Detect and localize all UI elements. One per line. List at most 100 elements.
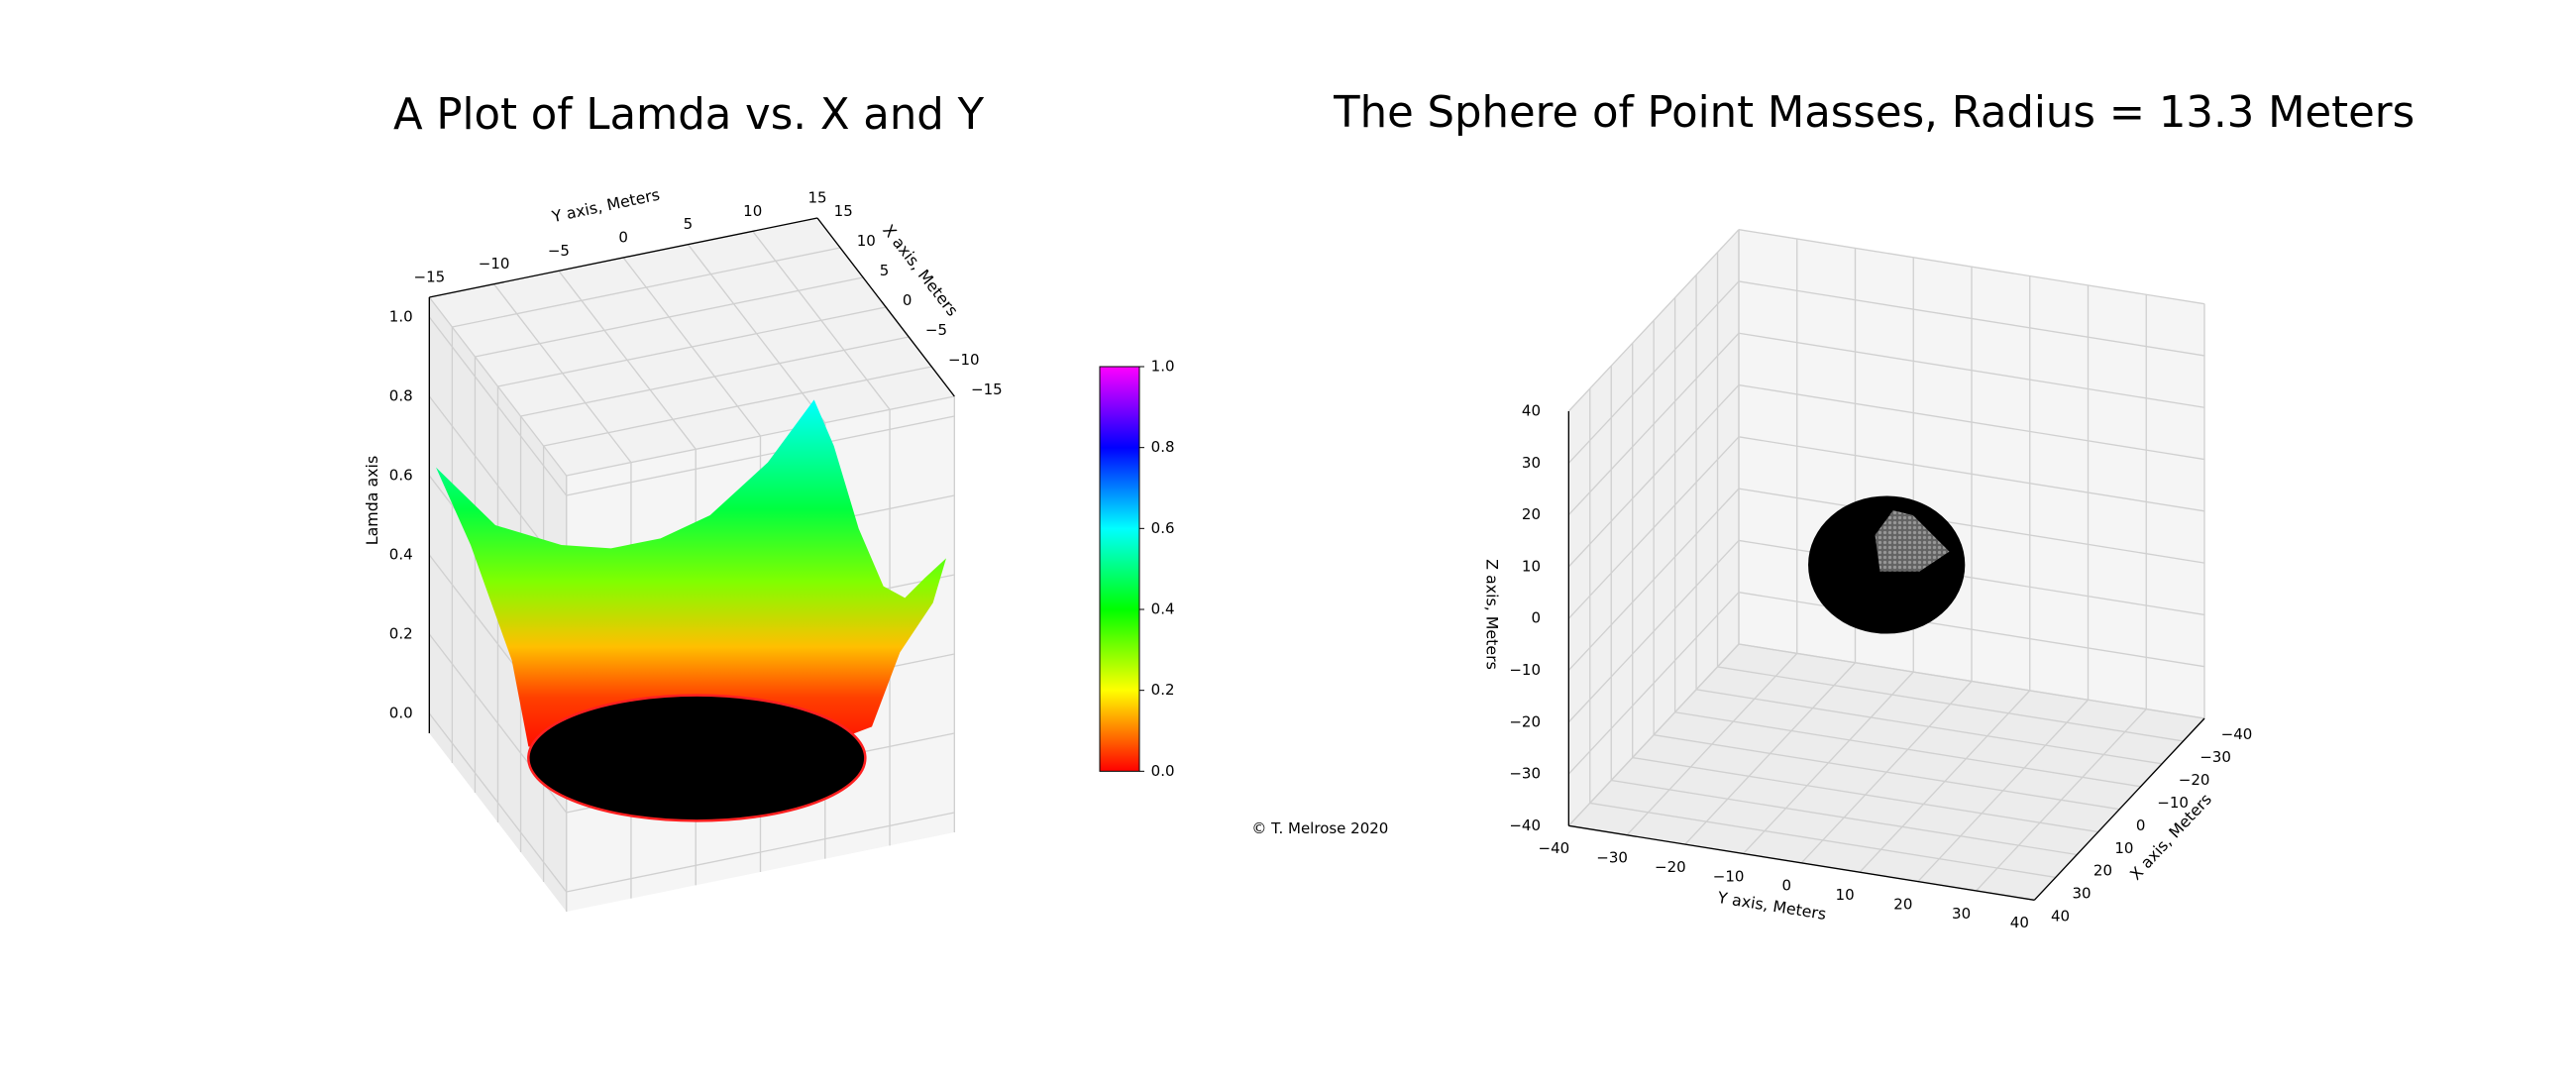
grid-line <box>1567 539 1740 723</box>
grid-line <box>1567 643 1740 826</box>
grid-line <box>1743 671 1914 854</box>
colorbar: 0.0 0.2 0.4 0.6 0.8 1.0 <box>1099 358 1175 780</box>
x-tick-label: 30 <box>2072 885 2091 903</box>
x-tick-label: 10 <box>2114 839 2133 857</box>
y-tick-label: −30 <box>1596 849 1628 867</box>
grid-line <box>1684 662 1856 845</box>
grid-line <box>1800 681 1973 864</box>
grid-line <box>1738 592 2205 668</box>
footer: © T. Melrose 2020 <box>1251 819 1388 837</box>
z-tick-label: 1.0 <box>389 308 413 326</box>
grid-line <box>428 316 568 496</box>
grid-line <box>1976 708 2147 892</box>
colorbar-tick-label: 0.8 <box>1151 438 1175 456</box>
colorbar-tick-label: 1.0 <box>1151 358 1175 376</box>
z-tick-label: 0.8 <box>389 387 413 405</box>
grid-line <box>1738 643 2205 719</box>
grid-line <box>1567 384 1740 568</box>
axis-line <box>1568 824 2035 901</box>
grid-line <box>493 283 632 464</box>
z-tick-label: 0.6 <box>389 467 413 485</box>
x-tick-label: −30 <box>2200 748 2231 766</box>
x-tick-label: −10 <box>948 351 980 369</box>
x-tick-label: 0 <box>903 291 912 309</box>
grid-line <box>1917 699 2089 883</box>
x-tick-label: 20 <box>2093 862 2112 880</box>
y-tick-label: 5 <box>684 215 694 233</box>
z-tick-label: 20 <box>1522 505 1541 523</box>
grid-line <box>1738 383 2205 461</box>
z-tick-label: −40 <box>1509 817 1541 834</box>
grid-line <box>687 244 826 424</box>
z-tick-label: −20 <box>1509 712 1541 730</box>
grid-line <box>1626 652 1798 836</box>
grid-line <box>428 712 568 893</box>
x-tick-label: 10 <box>857 232 876 250</box>
z-tick-label: 40 <box>1522 402 1541 420</box>
grid-line <box>1738 280 2205 357</box>
grid-line <box>1738 229 2205 305</box>
sphere-highlight <box>1875 510 1950 572</box>
z-tick-label: 0.0 <box>389 705 413 722</box>
grid-line <box>1859 690 2031 873</box>
y-tick-label: −10 <box>479 255 510 272</box>
grid-line <box>752 230 891 410</box>
y-tick-label: 10 <box>743 202 762 220</box>
z-tick-label: −30 <box>1509 765 1541 783</box>
y-tick-label: 20 <box>1893 895 1912 913</box>
surface-hole <box>527 694 867 822</box>
y-tick-label: 30 <box>1952 905 1971 923</box>
axis-label: Z axis, Meters <box>1483 559 1502 670</box>
colorbar-tick-label: 0.6 <box>1151 519 1175 537</box>
x-tick-label: −20 <box>2179 771 2210 789</box>
sphere-plot: −40−30−20−10010203040−40−30−20−100102030… <box>1483 229 2253 931</box>
grid-line <box>1567 280 1740 464</box>
axis-line <box>816 217 955 397</box>
y-tick-label: −5 <box>548 242 570 260</box>
y-tick-label: −10 <box>1713 867 1745 885</box>
surface <box>436 399 946 822</box>
z-tick-label: 0.2 <box>389 625 413 643</box>
x-tick-label: 40 <box>2051 908 2070 926</box>
grid-line <box>1738 332 2205 408</box>
y-tick-label: 10 <box>1836 886 1855 904</box>
grid-line <box>428 296 568 477</box>
x-tick-label: −10 <box>2157 794 2189 812</box>
grid-line <box>1567 436 1740 619</box>
grid-line <box>1567 592 1740 775</box>
y-tick-label: −20 <box>1655 858 1686 876</box>
grid-line <box>622 257 762 437</box>
grid-line <box>1567 332 1740 516</box>
y-tick-label: 0 <box>618 229 628 247</box>
grid-line <box>566 415 955 496</box>
grid-line <box>1738 436 2205 512</box>
colorbar-tick-label: 0.2 <box>1151 681 1175 699</box>
x-tick-label: 0 <box>2136 817 2146 834</box>
colorbar-tick-label: 0.0 <box>1151 762 1175 780</box>
chart-title: A Plot of Lamda vs. X and Y <box>393 90 985 140</box>
x-tick-label: −40 <box>2221 725 2253 743</box>
axis-line <box>429 217 818 298</box>
y-tick-label: −15 <box>414 269 446 286</box>
z-tick-label: 10 <box>1522 557 1541 575</box>
grid-line <box>1738 488 2205 564</box>
z-tick-label: 30 <box>1522 454 1541 472</box>
grid-line <box>558 270 697 450</box>
x-tick-label: 5 <box>880 262 890 279</box>
y-tick-label: 40 <box>2010 914 2029 931</box>
x-tick-label: 15 <box>834 202 853 220</box>
axis-line <box>2033 717 2205 901</box>
z-tick-label: 0.4 <box>389 546 413 564</box>
surface-patch <box>436 399 946 763</box>
colorbar-tick-label: 0.4 <box>1151 600 1175 618</box>
grid-line <box>1567 488 1740 671</box>
y-tick-label: 0 <box>1782 877 1792 895</box>
y-tick-label: −40 <box>1539 839 1570 857</box>
colorbar-bar <box>1099 366 1140 772</box>
x-tick-label: −15 <box>971 381 1003 398</box>
grid-line <box>566 812 955 893</box>
z-tick-label: −10 <box>1509 661 1541 679</box>
